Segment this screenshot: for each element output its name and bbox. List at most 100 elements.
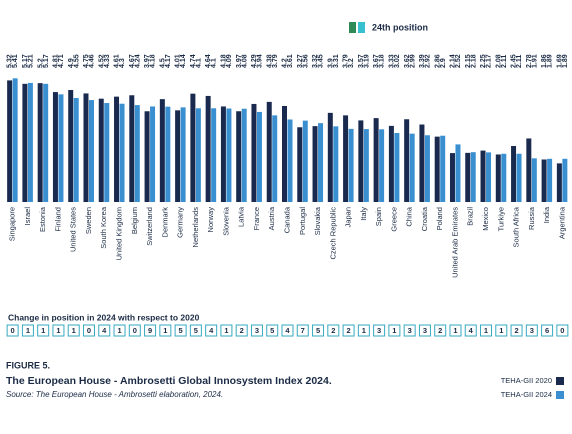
bar bbox=[343, 115, 349, 202]
bar bbox=[348, 128, 354, 202]
change-box bbox=[144, 324, 157, 337]
change-box bbox=[281, 324, 294, 337]
change-value: 3 bbox=[377, 326, 381, 335]
value-label: 2.08 bbox=[495, 54, 502, 68]
value-label: 2.86 bbox=[434, 54, 441, 68]
value-label: 2.9 bbox=[440, 58, 447, 68]
marker-label: 24th position bbox=[372, 22, 428, 32]
value-label: 3.39 bbox=[419, 54, 426, 68]
change-value: 1 bbox=[484, 326, 488, 335]
value-label: 3.9 bbox=[327, 58, 334, 68]
value-label: 4.61 bbox=[114, 54, 121, 68]
x-tick-label: India bbox=[542, 206, 551, 223]
bar bbox=[272, 115, 278, 202]
x-tick-label: United States bbox=[69, 207, 78, 252]
x-tick-label: France bbox=[252, 207, 261, 230]
bar bbox=[150, 106, 156, 202]
bar bbox=[43, 83, 49, 202]
value-label: 3.67 bbox=[373, 54, 380, 68]
bar bbox=[52, 92, 58, 202]
value-label: 1.91 bbox=[531, 54, 538, 68]
change-value: 1 bbox=[26, 326, 30, 335]
value-label: 1.86 bbox=[541, 54, 548, 68]
value-label: 4.33 bbox=[104, 54, 111, 68]
bar bbox=[449, 153, 455, 202]
bar bbox=[394, 132, 400, 202]
bar bbox=[526, 138, 532, 202]
change-value: 7 bbox=[301, 326, 305, 335]
value-label: 2.78 bbox=[526, 54, 533, 68]
marker-swatch bbox=[358, 22, 365, 33]
value-label: 3.33 bbox=[388, 54, 395, 68]
change-value: 2 bbox=[331, 326, 335, 335]
bar bbox=[134, 105, 140, 202]
value-label: 1.89 bbox=[562, 54, 569, 68]
value-label: 4.64 bbox=[205, 54, 212, 68]
source: Source: The European House - Ambrosetti … bbox=[6, 390, 223, 399]
value-label: 5.21 bbox=[27, 54, 34, 68]
change-box bbox=[541, 324, 554, 337]
x-tick-label: Israel bbox=[23, 207, 32, 226]
bar bbox=[175, 110, 181, 202]
change-value: 1 bbox=[72, 326, 76, 335]
bar bbox=[333, 126, 339, 202]
change-value: 3 bbox=[423, 326, 427, 335]
change-box bbox=[403, 324, 416, 337]
bar bbox=[256, 111, 262, 202]
value-label: 2.11 bbox=[501, 55, 508, 68]
change-value: 3 bbox=[408, 326, 412, 335]
value-label: 4.46 bbox=[89, 54, 96, 68]
bar bbox=[465, 152, 471, 202]
change-value: 4 bbox=[209, 326, 214, 335]
change-box bbox=[21, 324, 34, 337]
value-label: 3.79 bbox=[272, 54, 279, 68]
bar bbox=[241, 108, 247, 202]
bar bbox=[88, 100, 94, 202]
value-label: 2.11 bbox=[516, 55, 523, 68]
value-label: 4.1 bbox=[211, 58, 218, 68]
bar bbox=[495, 154, 501, 202]
value-label: 4.2 bbox=[282, 58, 289, 68]
x-tick-label: Canada bbox=[282, 206, 291, 233]
bar bbox=[22, 83, 28, 202]
x-tick-label: United Arab Emirates bbox=[450, 207, 459, 278]
change-value: 2 bbox=[346, 326, 350, 335]
value-label: 2.15 bbox=[465, 54, 472, 68]
value-label: 2.25 bbox=[480, 54, 487, 68]
change-box bbox=[52, 324, 65, 337]
value-label: 4.5 bbox=[159, 58, 166, 68]
value-label: 4.52 bbox=[98, 54, 105, 68]
change-value: 1 bbox=[392, 326, 396, 335]
change-box bbox=[312, 324, 325, 337]
bar bbox=[83, 93, 89, 202]
x-tick-label: Japan bbox=[344, 207, 353, 227]
change-box bbox=[357, 324, 370, 337]
value-label: 3.57 bbox=[358, 54, 365, 68]
bar bbox=[37, 83, 43, 202]
change-value: 4 bbox=[285, 326, 290, 335]
bar bbox=[236, 111, 242, 202]
change-value: 0 bbox=[560, 326, 564, 335]
change-value: 4 bbox=[102, 326, 107, 335]
bar bbox=[556, 163, 562, 202]
change-box bbox=[235, 324, 248, 337]
value-label: 4.74 bbox=[190, 54, 197, 68]
x-tick-label: Poland bbox=[435, 207, 444, 230]
value-label: 5.41 bbox=[12, 54, 19, 68]
x-tick-label: Belgium bbox=[130, 207, 139, 234]
bar bbox=[226, 108, 232, 202]
value-label: 3.31 bbox=[333, 54, 340, 68]
value-label: 3.79 bbox=[343, 54, 350, 68]
bar bbox=[119, 103, 125, 202]
change-box bbox=[434, 324, 447, 337]
change-value: 5 bbox=[316, 326, 320, 335]
x-tick-label: Turkiye bbox=[496, 207, 505, 231]
bar bbox=[327, 112, 333, 202]
value-label: 3.56 bbox=[302, 54, 309, 68]
value-label: 3.94 bbox=[257, 54, 264, 68]
change-box bbox=[113, 324, 126, 337]
change-value: 1 bbox=[224, 326, 228, 335]
value-label: 4.08 bbox=[241, 54, 248, 68]
marker-swatch bbox=[349, 22, 356, 33]
bar bbox=[27, 82, 33, 202]
